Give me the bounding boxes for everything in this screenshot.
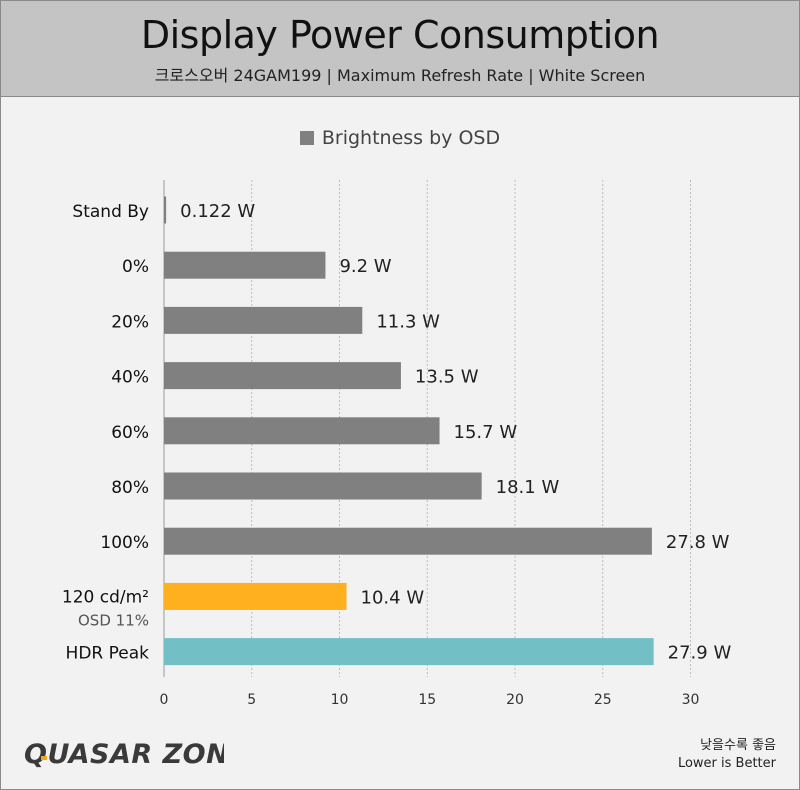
value-label-2: 11.3 W [376,311,440,332]
legend-label: Brightness by OSD [321,127,501,149]
value-label-7: 10.4 W [361,587,425,608]
value-label-3: 13.5 W [415,367,479,388]
chart-title: Display Power Consumption [140,13,660,57]
category-label-5: 80% [111,478,149,498]
bar-6 [164,527,652,555]
category-label-0: Stand By [72,202,149,222]
legend: Brightness by OSD [0,127,800,149]
category-label-7: 120 cd/m² [62,587,149,607]
bar-8 [164,638,654,666]
value-label-8: 27.9 W [668,643,732,664]
bar-0 [164,196,167,224]
category-label-2: 20% [111,312,149,332]
header-band: Display Power Consumption 크로스오버 24GAM199… [1,1,799,97]
legend-swatch [299,131,314,145]
bar-1 [164,251,326,279]
x-tick-label-0: 0 [160,692,169,708]
category-label-6: 100% [100,533,149,553]
category-label-4: 60% [111,423,149,443]
bar-2 [164,306,363,334]
chart-subtitle: 크로스오버 24GAM199 | Maximum Refresh Rate | … [154,66,646,85]
value-label-0: 0.122 W [180,201,255,222]
x-tick-label-5: 5 [247,692,256,708]
svg-text:QUASAR ZONE: QUASAR ZONE [24,739,224,770]
x-tick-label-10: 10 [331,692,349,708]
note-english: Lower is Better [677,756,776,771]
x-tick-label-25: 25 [594,692,612,708]
note-korean: 낮을수록 좋음 [700,738,776,753]
category-sublabel-7: OSD 11% [78,611,149,629]
quasarzone-logo: QUASAR ZONE [24,739,224,770]
value-label-5: 18.1 W [496,477,560,498]
x-tick-label-30: 30 [682,692,700,708]
bar-3 [164,362,401,390]
x-tick-label-15: 15 [418,692,436,708]
value-label-6: 27.8 W [666,532,730,553]
bar-7 [164,582,347,610]
value-label-4: 15.7 W [454,422,518,443]
category-label-1: 0% [122,257,149,277]
lower-is-better-note: 낮을수록 좋음 Lower is Better [678,737,776,773]
value-label-1: 9.2 W [339,256,391,277]
category-label-8: HDR Peak [66,644,150,664]
x-tick-label-20: 20 [506,692,524,708]
bar-5 [164,472,482,500]
bar-4 [164,417,440,445]
category-label-3: 40% [111,368,149,388]
